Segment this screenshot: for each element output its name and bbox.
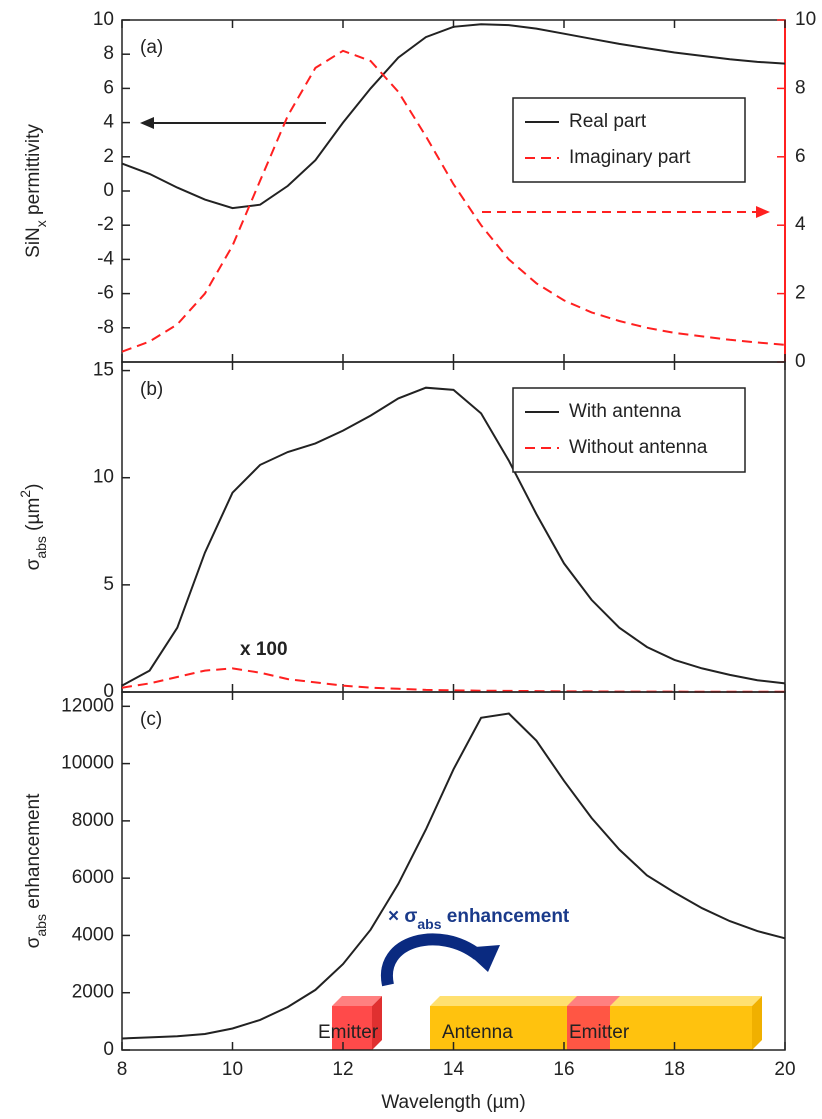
arrow-left-head [140, 117, 154, 129]
y2-tick-label: 0 [795, 351, 806, 372]
emitter-side [372, 996, 382, 1050]
antenna-side [752, 996, 762, 1050]
inset-text: Emitter [569, 1022, 630, 1043]
y-tick-label: 10000 [61, 753, 114, 774]
y-tick-label: 4000 [72, 924, 114, 945]
series-line [121, 23, 786, 210]
y-tick-label: 6 [103, 77, 114, 98]
y-tick-label: 10 [93, 9, 114, 30]
y-tick-label: 10 [93, 467, 114, 488]
label-part: × σ [388, 906, 417, 927]
series-line [121, 667, 785, 693]
label-part: σ [23, 558, 44, 570]
y-tick-label: 6000 [72, 867, 114, 888]
legend-label: With antenna [569, 401, 681, 422]
y-tick-label: 2 [103, 146, 114, 167]
panel-label: (b) [140, 379, 163, 400]
subscript: abs [33, 914, 49, 937]
label-part: ) [23, 484, 44, 490]
inset-text: Emitter [318, 1022, 379, 1043]
x-tick-label: 18 [664, 1059, 685, 1080]
subscript: abs [33, 536, 49, 559]
y-tick-label: 0 [103, 1039, 114, 1060]
legend-label: Real part [569, 111, 647, 132]
curved-arrow [380, 933, 482, 987]
superscript: 2 [17, 490, 33, 498]
y-tick-label: 8000 [72, 810, 114, 831]
emitter2-front [567, 1006, 610, 1050]
y-axis-label: SiNx permittivity [23, 124, 49, 258]
series-line [121, 386, 786, 687]
panel-label: (c) [140, 709, 162, 730]
x-tick-label: 8 [117, 1059, 128, 1080]
subscript: x [33, 220, 49, 227]
y2-tick-label: 10 [795, 9, 816, 30]
y-tick-label: -4 [97, 248, 114, 269]
inset-text: Antenna [442, 1022, 513, 1043]
y-tick-label: 15 [93, 360, 114, 381]
inset-label: × σabs enhancement [388, 906, 570, 932]
series-line [121, 49, 786, 353]
plot-frame [121, 19, 786, 363]
label-part: permittivity [23, 124, 44, 221]
y-tick-label: 0 [103, 180, 114, 201]
label-part: (µm [23, 498, 44, 536]
y2-tick-label: 2 [795, 283, 806, 304]
label-part: SiN [23, 227, 44, 258]
y-tick-label: -2 [97, 214, 114, 235]
x-tick-label: 16 [553, 1059, 574, 1080]
y-tick-label: -8 [97, 317, 114, 338]
y-axis-label: σabs (µm2) [17, 484, 49, 571]
x-tick-label: 10 [222, 1059, 243, 1080]
label-part: enhancement [23, 793, 44, 914]
legend-label: Imaginary part [569, 147, 691, 168]
label-part: enhancement [442, 906, 570, 927]
y-tick-label: 8 [103, 43, 114, 64]
y-tick-label: 12000 [61, 695, 114, 716]
y-tick-label: 4 [103, 112, 114, 133]
panel-label: (a) [140, 37, 163, 58]
inset-illustration [332, 933, 762, 1050]
legend-box [512, 97, 746, 183]
arrow-right-head [756, 206, 770, 218]
x-tick-label: 12 [332, 1059, 353, 1080]
y-axis-label: σabs enhancement [23, 793, 49, 948]
series-line [121, 712, 786, 1040]
y2-tick-label: 8 [795, 77, 806, 98]
y-tick-label: 2000 [72, 982, 114, 1003]
curved-arrow-head [462, 945, 500, 972]
subscript: abs [417, 916, 441, 932]
y-tick-label: 5 [103, 574, 114, 595]
annotation: x 100 [240, 639, 288, 660]
y-tick-label: -6 [97, 283, 114, 304]
x-tick-label: 20 [774, 1059, 795, 1080]
x-tick-label: 14 [443, 1059, 465, 1080]
x-axis-label: Wavelength (µm) [381, 1092, 525, 1113]
emitter2-top [567, 996, 620, 1006]
emitter-front [332, 1006, 372, 1050]
emitter-top [332, 996, 382, 1006]
y-tick-label: 0 [103, 681, 114, 702]
y2-tick-label: 6 [795, 146, 806, 167]
y2-tick-label: 4 [795, 214, 806, 235]
legend-box [512, 387, 746, 473]
label-part: σ [23, 936, 44, 948]
legend-label: Without antenna [569, 437, 708, 458]
